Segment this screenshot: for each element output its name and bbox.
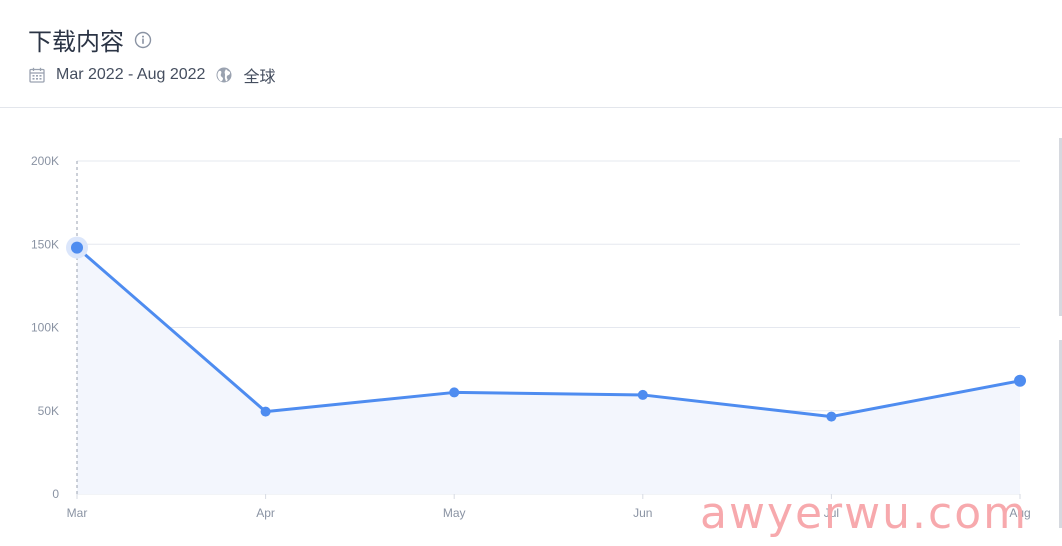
- edge-scrollbar-lower[interactable]: [1059, 340, 1062, 528]
- y-tick-label: 0: [52, 487, 59, 501]
- data-points: [66, 236, 1026, 422]
- y-tick-label: 50K: [38, 404, 59, 418]
- data-point[interactable]: [260, 406, 271, 417]
- data-point[interactable]: [1014, 374, 1026, 387]
- globe-icon: [216, 67, 232, 83]
- watermark: awyerwu.com: [700, 488, 1028, 539]
- page-title: 下载内容: [28, 28, 124, 56]
- meta-row: Mar 2022 - Aug 2022 全球: [28, 63, 275, 87]
- x-tick-label: Jul: [824, 506, 839, 520]
- x-axis-ticks: Mar Apr May Jun Jul Aug: [67, 494, 1031, 520]
- x-tick-label: Aug: [1009, 506, 1030, 520]
- title-row: 下载内容: [28, 22, 152, 57]
- line-chart: 0 50K 100K 150K 200K Mar Apr May Jun Jul Aug: [31, 154, 1031, 520]
- data-point[interactable]: [826, 411, 837, 422]
- data-point[interactable]: [71, 241, 83, 254]
- x-tick-label: Jun: [633, 506, 652, 520]
- series-line: [76, 246, 1021, 419]
- y-tick-label: 150K: [31, 237, 59, 251]
- series-area: [77, 247, 1020, 494]
- x-tick-label: Mar: [67, 506, 88, 520]
- chart-header: 下载内容 Mar 2022 - Aug 2022 全球: [0, 0, 1062, 108]
- edge-scrollbar[interactable]: [1059, 138, 1062, 316]
- x-tick-label: May: [443, 506, 466, 520]
- calendar-icon: [29, 67, 45, 83]
- x-tick-label: Apr: [256, 506, 275, 520]
- y-axis-ticks: 0 50K 100K 150K 200K: [31, 154, 59, 501]
- info-icon[interactable]: [134, 31, 152, 49]
- data-point[interactable]: [449, 387, 460, 398]
- data-point[interactable]: [637, 389, 648, 400]
- y-tick-label: 100K: [31, 321, 59, 335]
- region[interactable]: 全球: [243, 67, 276, 86]
- date-range[interactable]: Mar 2022 - Aug 2022: [56, 66, 206, 83]
- y-tick-label: 200K: [31, 154, 59, 168]
